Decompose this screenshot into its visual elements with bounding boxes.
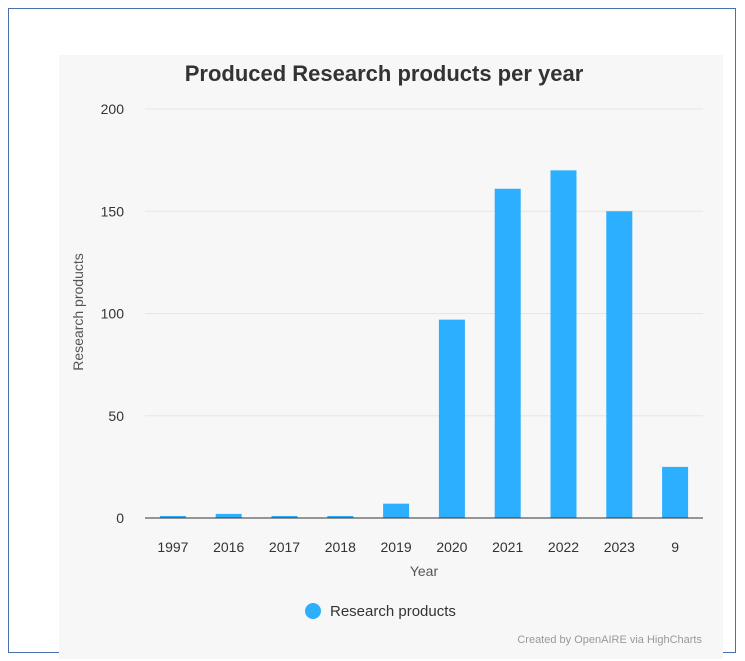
y-tick-label: 0	[116, 510, 124, 526]
x-tick-label: 2020	[436, 539, 467, 555]
x-tick-label: 2023	[604, 539, 635, 555]
x-tick-label: 2019	[381, 539, 412, 555]
bar-2022[interactable]	[550, 170, 577, 518]
bar-2021[interactable]	[494, 188, 521, 518]
y-axis-ticks: 0 50 100 150 200	[101, 101, 125, 526]
chart-title: Produced Research products per year	[185, 61, 584, 86]
legend-marker-icon	[305, 603, 321, 619]
bar-2023[interactable]	[606, 211, 633, 518]
legend[interactable]: Research products	[305, 603, 456, 620]
x-tick-label: 2021	[492, 539, 523, 555]
bar-9[interactable]	[662, 466, 689, 518]
y-tick-label: 150	[101, 203, 125, 219]
x-tick-label: 9	[671, 539, 679, 555]
y-tick-label: 50	[108, 408, 124, 424]
x-axis-title: Year	[410, 563, 439, 579]
x-axis-ticks: 1997 2016 2017 2018 2019 2020 2021 2022 2023 9	[157, 539, 679, 555]
x-tick-label: 2018	[325, 539, 356, 555]
bars	[159, 170, 689, 518]
credits[interactable]: Created by OpenAIRE via HighCharts	[517, 634, 702, 646]
y-axis-title: Research products	[70, 253, 86, 371]
bar-2019[interactable]	[383, 503, 410, 518]
bar-1997[interactable]	[159, 515, 186, 518]
x-tick-label: 2016	[213, 539, 244, 555]
bar-2020[interactable]	[438, 319, 465, 518]
legend-label[interactable]: Research products	[330, 603, 456, 620]
x-tick-label: 2022	[548, 539, 579, 555]
x-tick-label: 2017	[269, 539, 300, 555]
x-tick-label: 1997	[157, 539, 188, 555]
bar-2018[interactable]	[327, 515, 354, 518]
y-tick-label: 100	[101, 306, 125, 322]
bar-2017[interactable]	[271, 515, 298, 518]
y-tick-label: 200	[101, 101, 125, 117]
bar-2016[interactable]	[215, 513, 242, 518]
